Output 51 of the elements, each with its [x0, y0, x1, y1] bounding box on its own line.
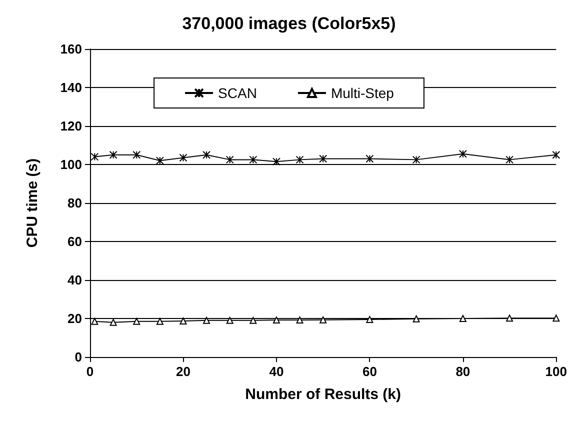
x-axis-title: Number of Results (k): [245, 386, 402, 403]
point: [506, 314, 514, 322]
y-tick-label: 100: [60, 157, 82, 172]
point: [250, 316, 257, 324]
point: [249, 156, 258, 164]
y-tick-label: 20: [68, 311, 82, 326]
point: [320, 316, 327, 324]
chart-title: 370,000 images (Color5x5): [182, 14, 396, 33]
x-tick-label: 100: [545, 364, 568, 379]
point: [133, 318, 140, 325]
point: [272, 316, 280, 324]
point: [110, 318, 117, 326]
y-tick-label: 160: [60, 42, 82, 56]
point: [296, 316, 304, 324]
y-tick-label: 40: [68, 272, 82, 288]
y-tick-label: 0: [74, 350, 82, 364]
x-tick-label: 20: [176, 364, 190, 379]
point: [272, 158, 280, 166]
point: [458, 150, 467, 158]
point: [202, 150, 211, 159]
point: [90, 152, 99, 161]
point: [226, 316, 234, 324]
point: [506, 156, 514, 164]
point: [156, 318, 164, 325]
point: [296, 156, 304, 164]
point: [412, 315, 420, 322]
point: [203, 316, 210, 324]
point: [552, 150, 560, 159]
point: [156, 156, 164, 165]
y-tick-label: 80: [68, 196, 82, 210]
point: [226, 156, 234, 164]
point: [319, 154, 328, 163]
point: [366, 316, 374, 323]
point: [366, 154, 374, 163]
x-tick-label: 0: [86, 364, 94, 379]
point: [109, 150, 118, 159]
legend-label: Multi-Step: [330, 85, 394, 101]
point: [459, 315, 466, 322]
point: [552, 314, 560, 322]
x-tick-label: 80: [456, 364, 470, 379]
y-axis-title: CPU time (s): [24, 158, 41, 248]
point: [179, 154, 188, 162]
x-tick-label: 60: [362, 364, 377, 379]
point: [180, 318, 187, 325]
x-tick-label: 40: [269, 364, 284, 379]
y-tick-label: 60: [68, 234, 82, 249]
y-tick-label: 140: [60, 80, 82, 95]
legend-label: SCAN: [218, 85, 257, 101]
point: [132, 150, 141, 159]
point: [412, 156, 420, 164]
y-tick-label: 120: [60, 118, 82, 134]
